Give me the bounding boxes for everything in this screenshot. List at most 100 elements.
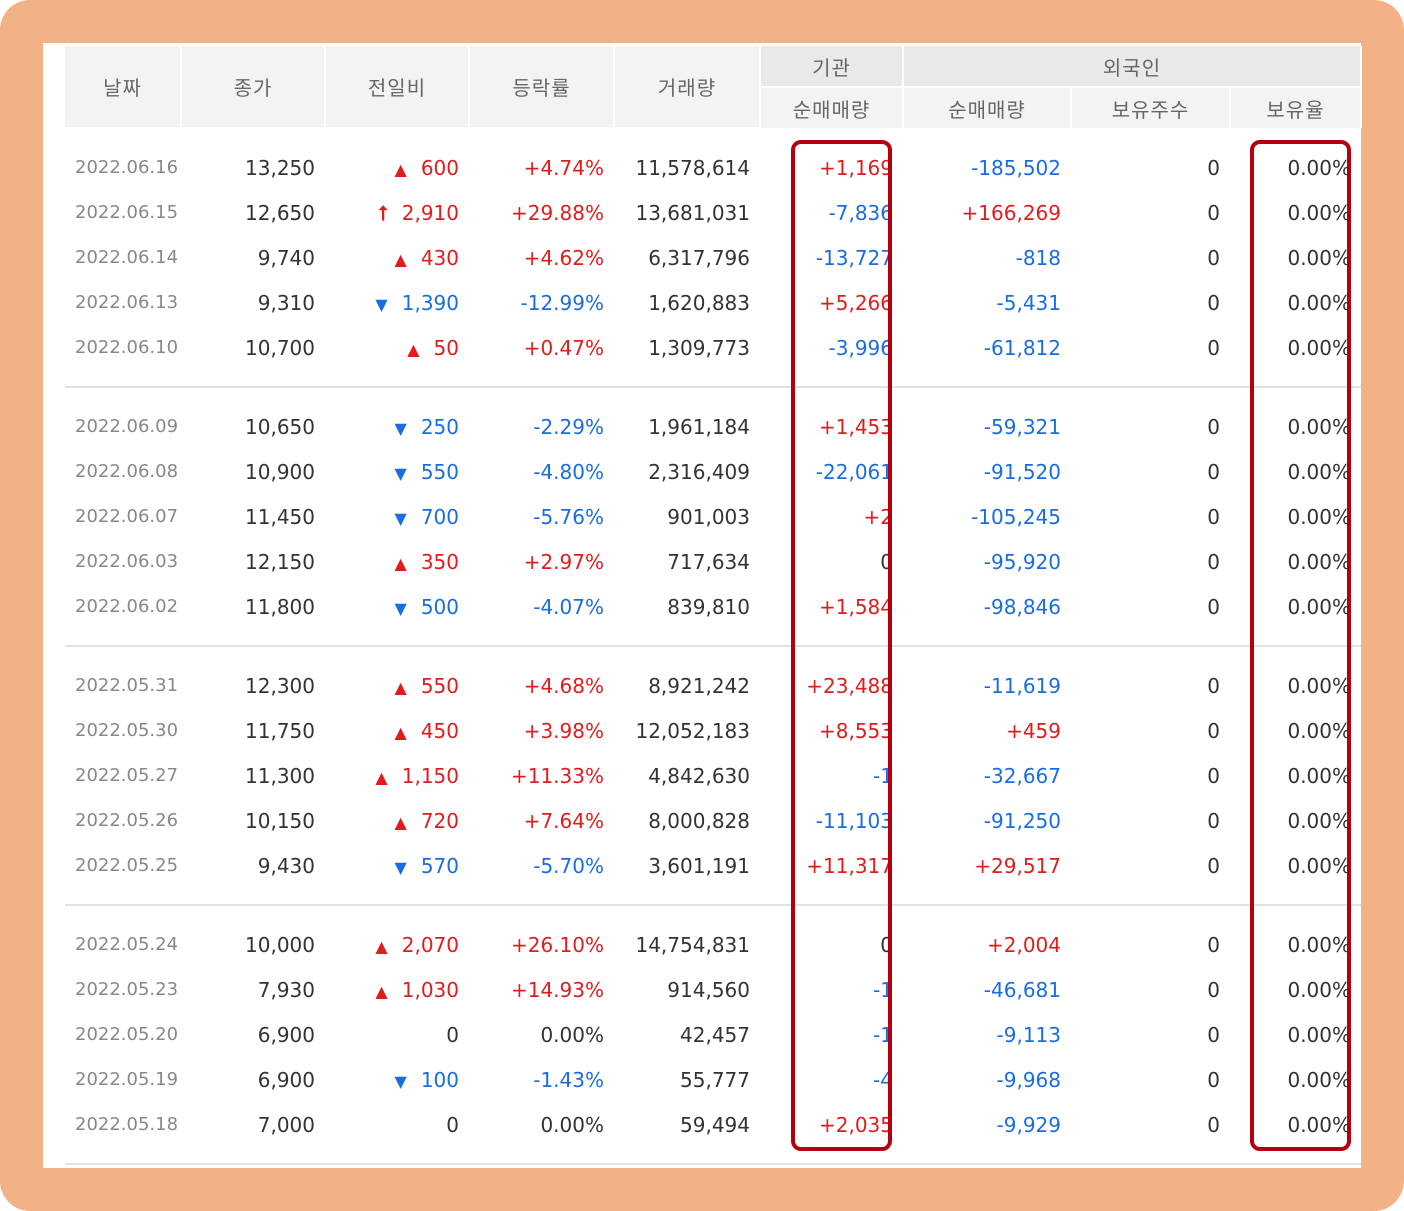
cell-rate: +26.10% bbox=[510, 932, 604, 957]
change-value: 0 bbox=[446, 1022, 459, 1047]
cell-foreign-net: -9,968 bbox=[996, 1067, 1061, 1092]
cell-close: 11,300 bbox=[245, 763, 315, 788]
spacer-cell bbox=[65, 906, 1361, 922]
group-top-spacer bbox=[65, 128, 1361, 145]
cell-volume: 11,578,614 bbox=[635, 155, 750, 180]
cell-foreign-net: -95,920 bbox=[983, 549, 1061, 574]
cell-change: ▼ 250 bbox=[325, 404, 469, 449]
cell-change: 0 bbox=[325, 1102, 469, 1147]
down-triangle-icon: ▼ bbox=[394, 418, 407, 438]
spacer-cell bbox=[65, 128, 1361, 145]
table-row: 2022.05.20 6,900 0 0.00% 42,457 -1 -9,113 0 0.00… bbox=[65, 1012, 1361, 1057]
up-triangle-icon: ▲ bbox=[394, 553, 407, 573]
cell-date: 2022.05.20 bbox=[75, 1024, 179, 1045]
cell-holdings: 0 bbox=[1207, 977, 1220, 1002]
change-value: 2,910 bbox=[401, 200, 459, 225]
cell-volume: 13,681,031 bbox=[635, 200, 750, 225]
group-bottom-spacer bbox=[65, 629, 1361, 645]
table-row: 2022.06.15 12,650 ⭡ 2,910 +29.88% 13,681,031 -… bbox=[65, 190, 1361, 235]
table-row: 2022.05.26 10,150 ▲ 720 +7.64% 8,000,828 -11,1… bbox=[65, 798, 1361, 843]
table-row: 2022.06.08 10,900 ▼ 550 -4.80% 2,316,409 -22,0… bbox=[65, 449, 1361, 494]
cell-close: 12,300 bbox=[245, 673, 315, 698]
cell-inst-net: -7,836 bbox=[828, 200, 893, 225]
cell-holding-rate: 0.00% bbox=[1287, 200, 1352, 225]
change-value: 100 bbox=[420, 1067, 459, 1092]
stock-trading-table-wrap: 날짜 종가 전일비 등락률 거래량 기관 외국인 순매매량 순매매량 보유주수 … bbox=[65, 46, 1363, 1165]
cell-holding-rate: 0.00% bbox=[1287, 549, 1352, 574]
cell-volume: 717,634 bbox=[667, 549, 750, 574]
cell-foreign-net: -818 bbox=[1015, 245, 1061, 270]
cell-foreign-net: +2,004 bbox=[986, 932, 1061, 957]
down-triangle-icon: ▼ bbox=[394, 598, 407, 618]
change-value: 570 bbox=[420, 853, 459, 878]
cell-rate: 0.00% bbox=[540, 1112, 604, 1137]
cell-volume: 914,560 bbox=[667, 977, 750, 1002]
table-row: 2022.06.13 9,310 ▼ 1,390 -12.99% 1,620,883 +5,… bbox=[65, 280, 1361, 325]
cell-change: ▼ 550 bbox=[325, 449, 469, 494]
cell-rate: 0.00% bbox=[540, 1022, 604, 1047]
cell-rate: -2.29% bbox=[533, 414, 604, 439]
table-row: 2022.06.09 10,650 ▼ 250 -2.29% 1,961,184 +1,45… bbox=[65, 404, 1361, 449]
cell-volume: 4,842,630 bbox=[648, 763, 750, 788]
header-institution: 기관 bbox=[760, 46, 904, 88]
change-value: 1,150 bbox=[401, 763, 459, 788]
cell-foreign-net: -59,321 bbox=[983, 414, 1061, 439]
cell-volume: 59,494 bbox=[680, 1112, 750, 1137]
table-row: 2022.06.14 9,740 ▲ 430 +4.62% 6,317,796 -13,72… bbox=[65, 235, 1361, 280]
group-divider bbox=[65, 1163, 1362, 1165]
cell-foreign-net: -98,846 bbox=[983, 594, 1061, 619]
cell-rate: +4.62% bbox=[523, 245, 604, 270]
cell-inst-net: +5,266 bbox=[818, 290, 893, 315]
cell-close: 11,800 bbox=[245, 594, 315, 619]
cell-close: 9,430 bbox=[257, 853, 315, 878]
cell-holding-rate: 0.00% bbox=[1287, 932, 1352, 957]
cell-rate: +7.64% bbox=[523, 808, 604, 833]
spacer-cell bbox=[65, 370, 1361, 386]
table-row: 2022.05.27 11,300 ▲ 1,150 +11.33% 4,842,630 -1… bbox=[65, 753, 1361, 798]
table-panel: 날짜 종가 전일비 등락률 거래량 기관 외국인 순매매량 순매매량 보유주수 … bbox=[43, 43, 1363, 1168]
cell-close: 12,150 bbox=[245, 549, 315, 574]
cell-close: 9,740 bbox=[257, 245, 315, 270]
cell-close: 10,150 bbox=[245, 808, 315, 833]
cell-inst-net: -11,103 bbox=[815, 808, 893, 833]
cell-inst-net: +23,488 bbox=[806, 673, 893, 698]
cell-volume: 1,620,883 bbox=[648, 290, 750, 315]
cell-holdings: 0 bbox=[1207, 1067, 1220, 1092]
cell-date: 2022.05.19 bbox=[75, 1069, 179, 1090]
change-value: 430 bbox=[420, 245, 459, 270]
cell-inst-net: +1,453 bbox=[818, 414, 893, 439]
cell-rate: -4.07% bbox=[533, 594, 604, 619]
header-rate: 등락률 bbox=[469, 46, 615, 129]
cell-holdings: 0 bbox=[1207, 245, 1220, 270]
cell-foreign-net: -9,929 bbox=[996, 1112, 1061, 1137]
cell-holdings: 0 bbox=[1207, 718, 1220, 743]
cell-rate: +4.74% bbox=[523, 155, 604, 180]
cell-holdings: 0 bbox=[1207, 808, 1220, 833]
cell-volume: 1,309,773 bbox=[648, 335, 750, 360]
spacer-cell bbox=[65, 629, 1361, 645]
cell-holdings: 0 bbox=[1207, 1022, 1220, 1047]
cell-change: ▲ 350 bbox=[325, 539, 469, 584]
cell-close: 6,900 bbox=[257, 1022, 315, 1047]
cell-date: 2022.05.31 bbox=[75, 675, 179, 696]
cell-change: ▲ 720 bbox=[325, 798, 469, 843]
cell-holding-rate: 0.00% bbox=[1287, 808, 1352, 833]
cell-holdings: 0 bbox=[1207, 504, 1220, 529]
cell-date: 2022.06.07 bbox=[75, 506, 179, 527]
table-row: 2022.05.24 10,000 ▲ 2,070 +26.10% 14,754,831 0… bbox=[65, 922, 1361, 967]
up-triangle-icon: ▲ bbox=[375, 981, 388, 1001]
cell-rate: +11.33% bbox=[510, 763, 604, 788]
group-top-spacer bbox=[65, 388, 1361, 404]
cell-volume: 8,921,242 bbox=[648, 673, 750, 698]
cell-volume: 1,961,184 bbox=[648, 414, 750, 439]
cell-volume: 14,754,831 bbox=[635, 932, 750, 957]
up-triangle-icon: ▲ bbox=[394, 159, 407, 179]
change-value: 0 bbox=[446, 1112, 459, 1137]
down-triangle-icon: ▼ bbox=[394, 508, 407, 528]
cell-volume: 55,777 bbox=[680, 1067, 750, 1092]
up-triangle-icon: ▲ bbox=[375, 767, 388, 787]
up-triangle-icon: ▲ bbox=[394, 677, 407, 697]
group-divider bbox=[65, 645, 1362, 647]
change-value: 500 bbox=[420, 594, 459, 619]
